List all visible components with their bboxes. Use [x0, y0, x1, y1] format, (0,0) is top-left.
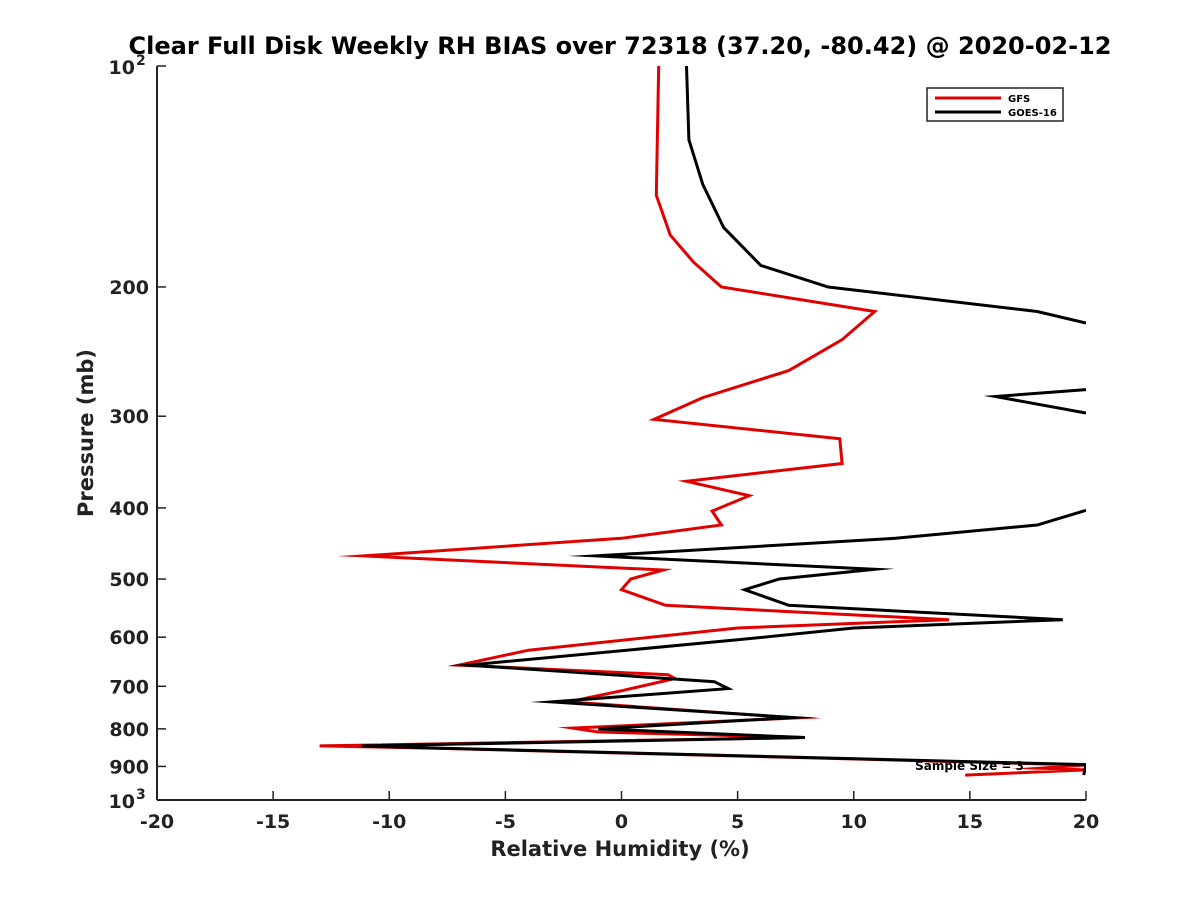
- x-tick-label: 20: [1073, 811, 1099, 833]
- y-tick-label-exponent: 2: [136, 53, 146, 69]
- chart-title: Clear Full Disk Weekly RH BIAS over 7231…: [129, 32, 1112, 60]
- series-layer: [319, 66, 1086, 777]
- x-tick-label: 10: [841, 811, 867, 833]
- y-tick-label: 800: [109, 719, 149, 741]
- x-tick-label: 0: [615, 811, 628, 833]
- legend-box: [926, 87, 1064, 122]
- legend: GFS GOES-16: [926, 87, 1064, 122]
- x-tick-label: -20: [140, 811, 174, 833]
- y-tick-label-exponent: 3: [136, 787, 146, 803]
- series-line-gfs: [319, 66, 1086, 777]
- y-tick-label-power: 10 3: [109, 787, 146, 813]
- series-line-goes-16: [361, 66, 1086, 776]
- legend-label: GFS: [1008, 94, 1030, 105]
- x-tick-label: -15: [256, 811, 290, 833]
- x-tick-label: 5: [731, 811, 744, 833]
- y-tick-label: 300: [109, 406, 149, 428]
- x-tick-label: 15: [957, 811, 983, 833]
- y-tick-label: 200: [109, 277, 149, 299]
- y-tick-label: 900: [109, 756, 149, 778]
- x-tick-label: -5: [495, 811, 516, 833]
- y-tick-label: 400: [109, 498, 149, 520]
- y-tick-label: 600: [109, 627, 149, 649]
- y-tick-label-power: 10 2: [109, 53, 146, 79]
- y-axis-label: Pressure (mb): [74, 349, 98, 517]
- y-tick-label: 500: [109, 569, 149, 591]
- legend-label: GOES-16: [1008, 108, 1057, 119]
- y-tick-label-base: 10: [109, 57, 135, 79]
- y-tick-label: 700: [109, 676, 149, 698]
- x-axis-label: Relative Humidity (%): [490, 837, 749, 861]
- sample-size-annotation: Sample Size = 3: [915, 759, 1024, 773]
- y-tick-label-base: 10: [109, 791, 135, 813]
- x-tick-label: -10: [372, 811, 406, 833]
